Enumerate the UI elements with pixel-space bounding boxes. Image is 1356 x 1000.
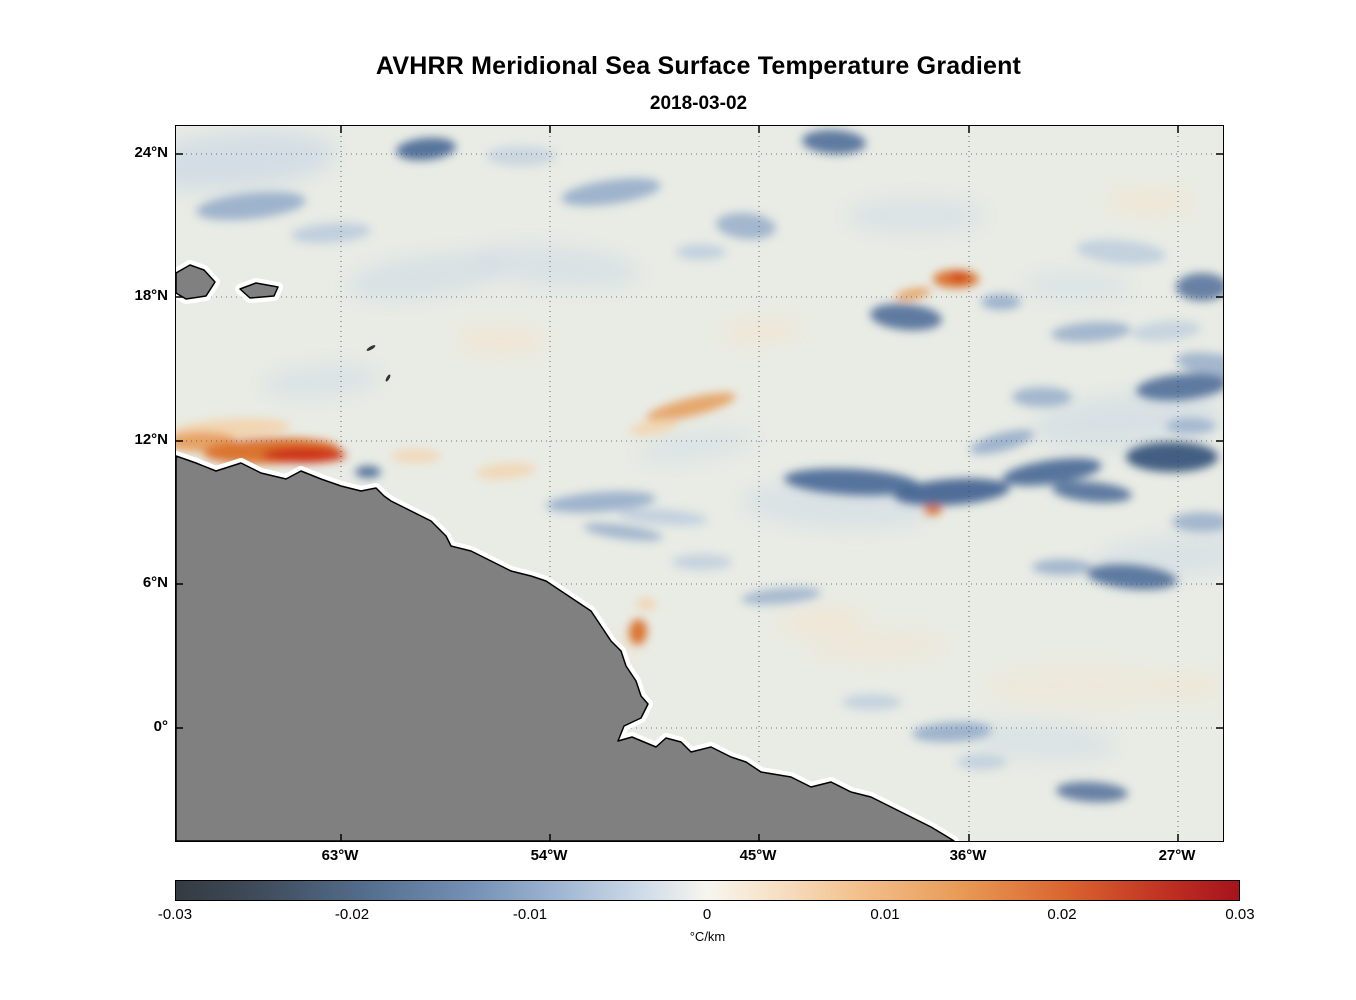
colorbar-tick-label: 0.03: [1225, 906, 1255, 923]
y-tick-label: 0°: [153, 718, 168, 735]
colorbar-tick-label: -0.03: [157, 906, 193, 923]
colorbar-gradient: [175, 880, 1240, 901]
colorbar-tick-label: 0: [702, 906, 712, 923]
colorbar-tick-label: 0.01: [870, 906, 900, 923]
sst-gradient-wash-layer: [176, 131, 1223, 760]
x-tick-label: 27°W: [1158, 847, 1196, 864]
island-specks: [366, 345, 391, 382]
x-tick-label: 54°W: [530, 847, 568, 864]
x-tick-label: 63°W: [321, 847, 359, 864]
x-tick-label: 45°W: [739, 847, 777, 864]
y-tick-label: 12°N: [134, 431, 168, 448]
colorbar-tick-label: 0.02: [1047, 906, 1077, 923]
map-svg: [176, 126, 1223, 841]
sst-gradient-detail-layer: [176, 129, 1223, 803]
chart-date: 2018-03-02: [649, 93, 748, 114]
colorbar-tick-label: -0.02: [334, 906, 370, 923]
axis-ticks: [176, 126, 1223, 841]
plot-area: [175, 125, 1224, 842]
landmass: [176, 264, 955, 841]
y-tick-label: 18°N: [134, 287, 168, 304]
chart-title: AVHRR Meridional Sea Surface Temperature…: [375, 52, 1022, 80]
x-tick-label: 36°W: [949, 847, 987, 864]
colorbar-tick-label: -0.01: [512, 906, 548, 923]
colorbar-unit-label: °C/km: [689, 929, 726, 944]
y-tick-label: 24°N: [134, 144, 168, 161]
y-tick-label: 6°N: [142, 574, 168, 591]
